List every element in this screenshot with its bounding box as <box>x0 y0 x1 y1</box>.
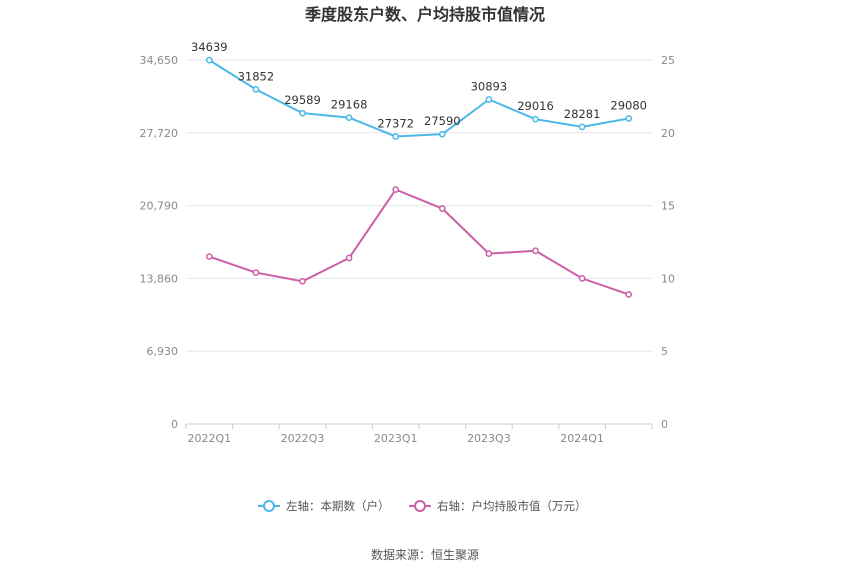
data-point <box>578 275 586 282</box>
data-point <box>532 247 539 255</box>
series-line-2 <box>208 188 630 296</box>
data-point <box>438 205 446 212</box>
data-point <box>625 115 633 122</box>
left-tick-label: 13,860 <box>140 272 179 285</box>
legend[interactable]: 左轴：本期数（户） 右轴：户均持股市值（万元） <box>258 499 587 513</box>
right-tick-label: 20 <box>661 127 675 140</box>
data-point <box>252 269 260 276</box>
series-layer: 34639 31852 29589 29168 27372 27590 30893 29016… <box>191 40 647 298</box>
legend-label: 右轴：户均持股市值（万元） <box>437 499 587 513</box>
left-tick-label: 0 <box>171 418 178 431</box>
x-tick-label: 2023Q3 <box>467 432 511 445</box>
data-point <box>205 253 213 260</box>
legend-marker <box>263 500 275 512</box>
x-tick-label: 2024Q1 <box>560 432 604 445</box>
legend-item-2[interactable]: 右轴：户均持股市值（万元） <box>409 499 587 513</box>
data-label: 29589 <box>284 93 321 107</box>
source-note: 数据来源：恒生聚源 <box>371 547 479 562</box>
data-label: 27590 <box>424 114 461 128</box>
left-tick-label: 34,650 <box>140 54 179 67</box>
x-tick-label: 2022Q1 <box>187 432 231 445</box>
data-point <box>392 133 400 140</box>
left-tick-label: 27,720 <box>140 127 179 140</box>
data-point <box>485 250 493 257</box>
data-point <box>345 114 353 121</box>
left-tick-label: 20,790 <box>140 200 179 213</box>
chart-title: 季度股东户数、户均持股市值情况 <box>304 5 545 24</box>
data-label: 29080 <box>610 99 647 113</box>
right-tick-label: 15 <box>661 200 675 213</box>
legend-item-1[interactable]: 左轴：本期数（户） <box>258 499 390 513</box>
data-point <box>532 115 539 123</box>
data-point <box>438 130 446 138</box>
data-point <box>252 86 260 93</box>
legend-label: 左轴：本期数（户） <box>286 499 390 513</box>
right-tick-label: 25 <box>661 54 675 67</box>
left-axis: 0 6,930 13,860 20,790 27,720 34,650 <box>140 54 179 431</box>
right-tick-label: 10 <box>661 272 675 285</box>
right-axis: 0 5 10 15 20 25 <box>661 54 675 431</box>
x-tick-label: 2022Q3 <box>281 432 325 445</box>
grid <box>186 59 652 425</box>
data-point <box>392 186 400 193</box>
data-point <box>299 277 306 285</box>
data-label: 34639 <box>191 40 228 54</box>
data-point <box>205 56 213 64</box>
data-point <box>345 254 353 262</box>
data-point <box>578 123 586 131</box>
x-axis: 2022Q1 2022Q3 2023Q1 2023Q3 2024Q1 <box>185 424 653 445</box>
x-tick-label: 2023Q1 <box>374 432 418 445</box>
data-label: 29016 <box>517 99 554 113</box>
data-point <box>625 291 633 298</box>
left-tick-label: 6,930 <box>147 345 179 358</box>
data-label: 29168 <box>331 98 368 112</box>
legend-marker <box>414 500 426 512</box>
data-label: 27372 <box>377 116 414 130</box>
data-label: 30893 <box>471 79 508 93</box>
right-tick-label: 0 <box>661 418 668 431</box>
series-line-1 <box>208 59 629 138</box>
data-label: 31852 <box>238 69 275 83</box>
data-label: 28281 <box>564 107 601 121</box>
data-point <box>299 109 306 117</box>
data-point <box>485 96 493 103</box>
right-tick-label: 5 <box>661 345 668 358</box>
